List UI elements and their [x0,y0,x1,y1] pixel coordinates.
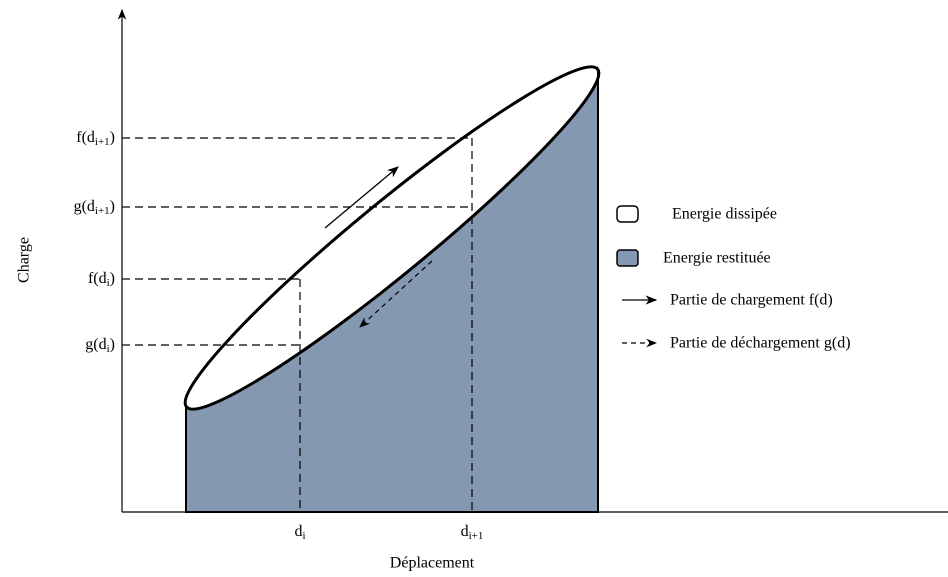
y-label: g(di+1) [74,198,115,217]
legend-label: Energie restituée [663,250,771,267]
x-label: di [294,523,305,542]
loading-arrow [324,166,399,229]
legend-label: Partie de chargement f(d) [670,292,833,309]
label-sub: i [107,277,110,289]
x-label: di+1 [461,523,484,542]
legend-swatch [616,205,639,223]
label-end: ) [110,336,115,353]
label-base: d [294,523,302,540]
label-base: g(d [85,336,106,353]
label-sub: i+1 [95,136,110,148]
label-end: ) [110,270,115,287]
label-sub: i [302,530,305,542]
label-base: g(d [74,198,95,215]
hysteresis-loop [183,65,601,411]
unloading-arrow [359,260,433,328]
x-axis-title: Déplacement [390,555,475,572]
label-base: f(d [88,270,107,287]
y-label: f(di+1) [76,129,115,148]
label-sub: i+1 [469,530,484,542]
legend-label: Energie dissipée [672,206,777,223]
y-axis-title: Charge [16,237,33,283]
label-base: d [461,523,469,540]
label-sub: i [107,343,110,355]
label-sub: i+1 [95,205,110,217]
label-base: f(d [76,129,95,146]
label-end: ) [110,129,115,146]
legend-swatch [616,249,639,267]
y-label: f(di) [88,270,115,289]
label-end: ) [110,198,115,215]
legend-label: Partie de déchargement g(d) [670,335,851,352]
y-label: g(di) [85,336,115,355]
restored-energy-area [185,65,601,513]
